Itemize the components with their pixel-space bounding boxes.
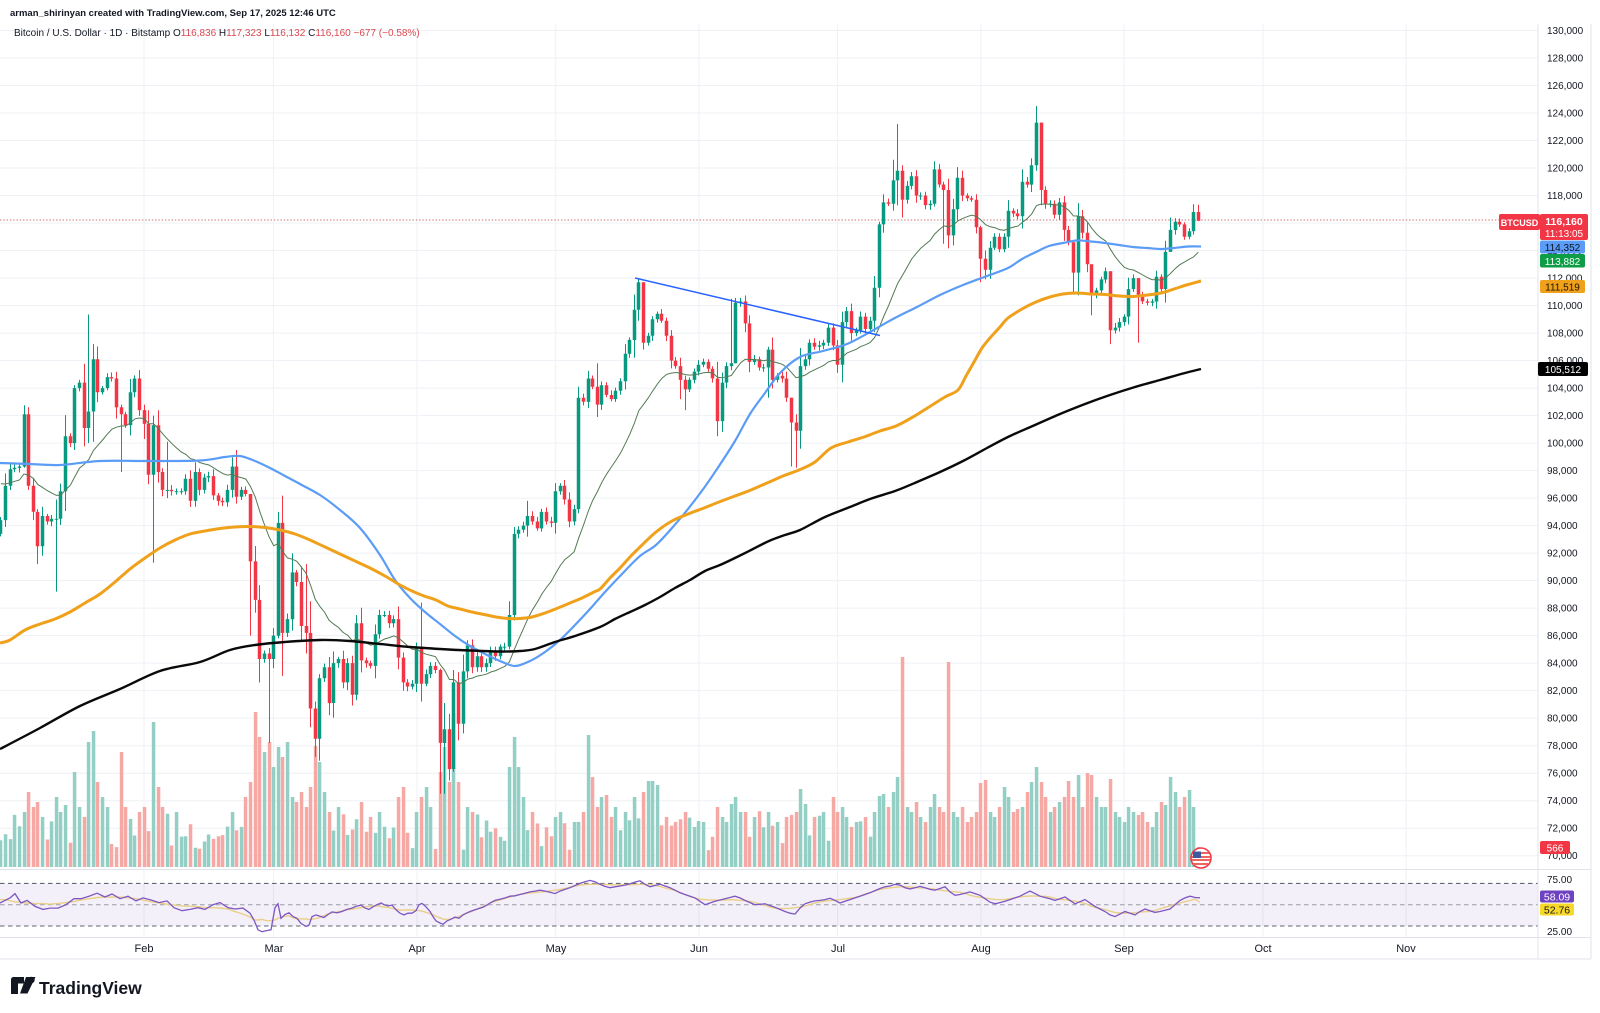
svg-text:566: 566 [1547,844,1564,855]
svg-text:82,000: 82,000 [1547,686,1578,697]
svg-text:TradingView: TradingView [39,978,142,998]
svg-text:70,000: 70,000 [1547,851,1578,862]
svg-text:11:13:05: 11:13:05 [1545,229,1584,240]
svg-text:118,000: 118,000 [1547,191,1583,202]
svg-text:96,000: 96,000 [1547,494,1578,505]
svg-text:108,000: 108,000 [1547,329,1584,340]
svg-text:126,000: 126,000 [1547,81,1584,92]
svg-text:Oct: Oct [1254,943,1271,955]
svg-text:76,000: 76,000 [1547,769,1578,780]
svg-text:78,000: 78,000 [1547,741,1578,752]
svg-text:88,000: 88,000 [1547,604,1578,615]
svg-text:92,000: 92,000 [1547,549,1578,560]
svg-text:Sep: Sep [1114,943,1134,955]
svg-text:111,519: 111,519 [1545,283,1580,294]
svg-text:106,000: 106,000 [1547,356,1584,367]
svg-text:116,160: 116,160 [1545,216,1583,228]
svg-text:Mar: Mar [265,943,284,955]
svg-text:130,000: 130,000 [1547,26,1584,37]
svg-text:Feb: Feb [135,943,154,955]
svg-text:113,882: 113,882 [1545,257,1581,268]
svg-text:86,000: 86,000 [1547,631,1578,642]
svg-text:90,000: 90,000 [1547,576,1578,587]
svg-text:Aug: Aug [971,943,991,955]
svg-text:75.00: 75.00 [1547,875,1572,886]
svg-text:112,000: 112,000 [1547,274,1583,285]
svg-text:84,000: 84,000 [1547,659,1578,670]
svg-text:74,000: 74,000 [1547,796,1578,807]
svg-text:128,000: 128,000 [1547,54,1584,65]
svg-text:104,000: 104,000 [1547,384,1584,395]
svg-text:52.76: 52.76 [1544,905,1570,917]
svg-text:110,000: 110,000 [1547,301,1583,312]
svg-text:72,000: 72,000 [1547,824,1578,835]
svg-text:58.09: 58.09 [1544,892,1570,904]
svg-text:Bitcoin / U.S. Dollar · 1D · B: Bitcoin / U.S. Dollar · 1D · Bitstamp O1… [14,28,420,39]
svg-text:94,000: 94,000 [1547,521,1578,532]
svg-text:Apr: Apr [408,943,425,955]
svg-text:BTCUSD: BTCUSD [1501,218,1539,228]
svg-text:80,000: 80,000 [1547,714,1578,725]
svg-text:102,000: 102,000 [1547,411,1584,422]
svg-text:Jul: Jul [831,943,845,955]
svg-text:arman_shirinyan created with T: arman_shirinyan created with TradingView… [10,8,336,19]
svg-text:100,000: 100,000 [1547,439,1584,450]
svg-text:Jun: Jun [690,943,708,955]
svg-text:124,000: 124,000 [1547,109,1584,120]
svg-text:May: May [546,943,567,955]
svg-text:98,000: 98,000 [1547,466,1578,477]
svg-text:105,512: 105,512 [1545,365,1582,376]
svg-text:Nov: Nov [1396,943,1416,955]
svg-text:114,352: 114,352 [1545,243,1581,254]
svg-text:25.00: 25.00 [1547,927,1572,938]
svg-text:122,000: 122,000 [1547,136,1584,147]
svg-text:120,000: 120,000 [1547,164,1584,175]
